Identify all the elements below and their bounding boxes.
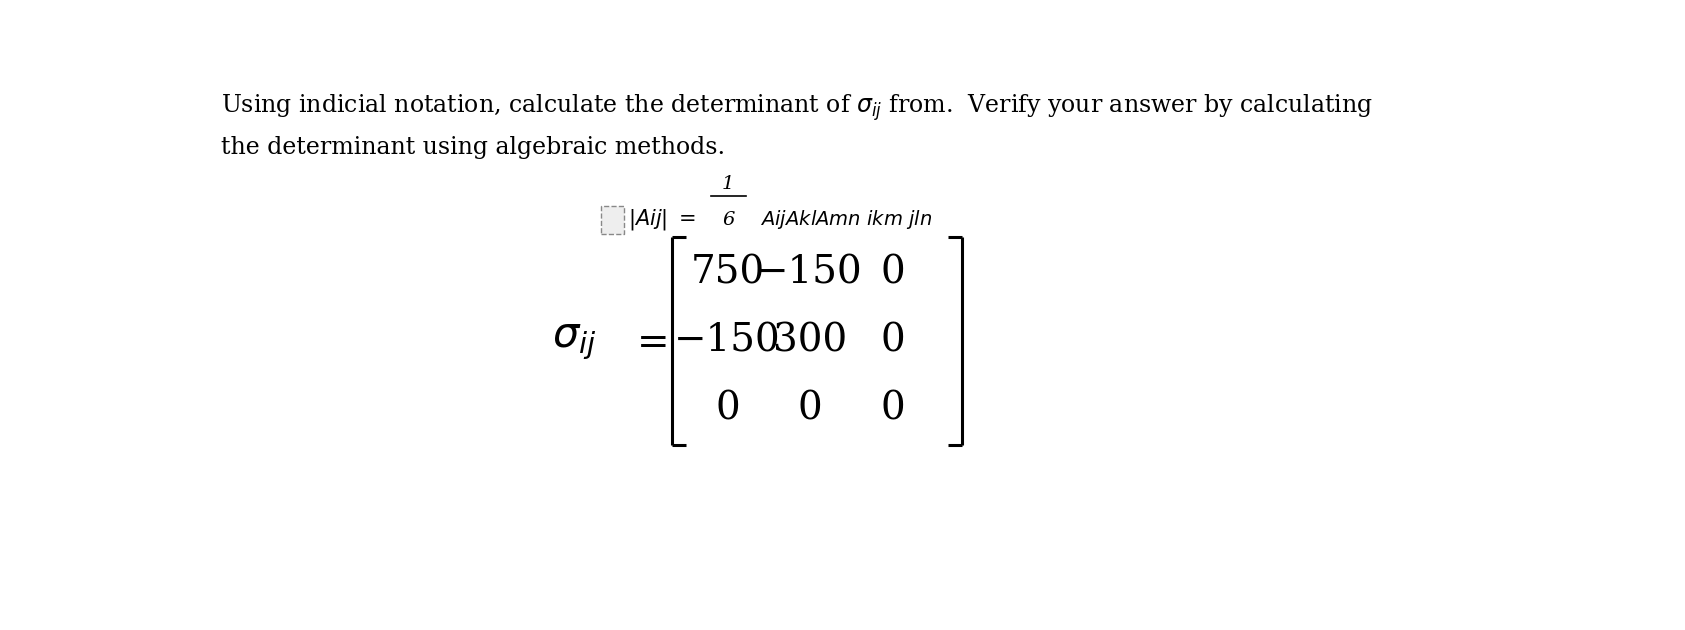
Text: 750: 750 [691, 255, 765, 292]
Text: $|Aij|\ =\ $: $|Aij|\ =\ $ [627, 207, 696, 232]
Text: $=$: $=$ [629, 323, 667, 360]
Text: 0: 0 [714, 391, 740, 428]
Text: the determinant using algebraic methods.: the determinant using algebraic methods. [221, 135, 725, 159]
Text: 1: 1 [723, 175, 735, 193]
Text: $AijAklAmn\ \mathit{ikm}\ \mathit{jln}$: $AijAklAmn\ \mathit{ikm}\ \mathit{jln}$ [755, 209, 933, 231]
Text: 0: 0 [880, 255, 905, 292]
Text: 0: 0 [880, 323, 905, 360]
Text: −150: −150 [757, 255, 863, 292]
Text: −150: −150 [674, 323, 780, 360]
Text: $\sigma_{ij}$: $\sigma_{ij}$ [551, 320, 596, 362]
Text: Using indicial notation, calculate the determinant of $\sigma_{ij}$ from.  Verif: Using indicial notation, calculate the d… [221, 93, 1373, 123]
Text: 0: 0 [797, 391, 822, 428]
Text: f0: f0 [608, 215, 617, 224]
Text: 0: 0 [880, 391, 905, 428]
Text: 300: 300 [773, 323, 848, 360]
FancyBboxPatch shape [602, 206, 625, 234]
Text: 6: 6 [723, 211, 735, 229]
